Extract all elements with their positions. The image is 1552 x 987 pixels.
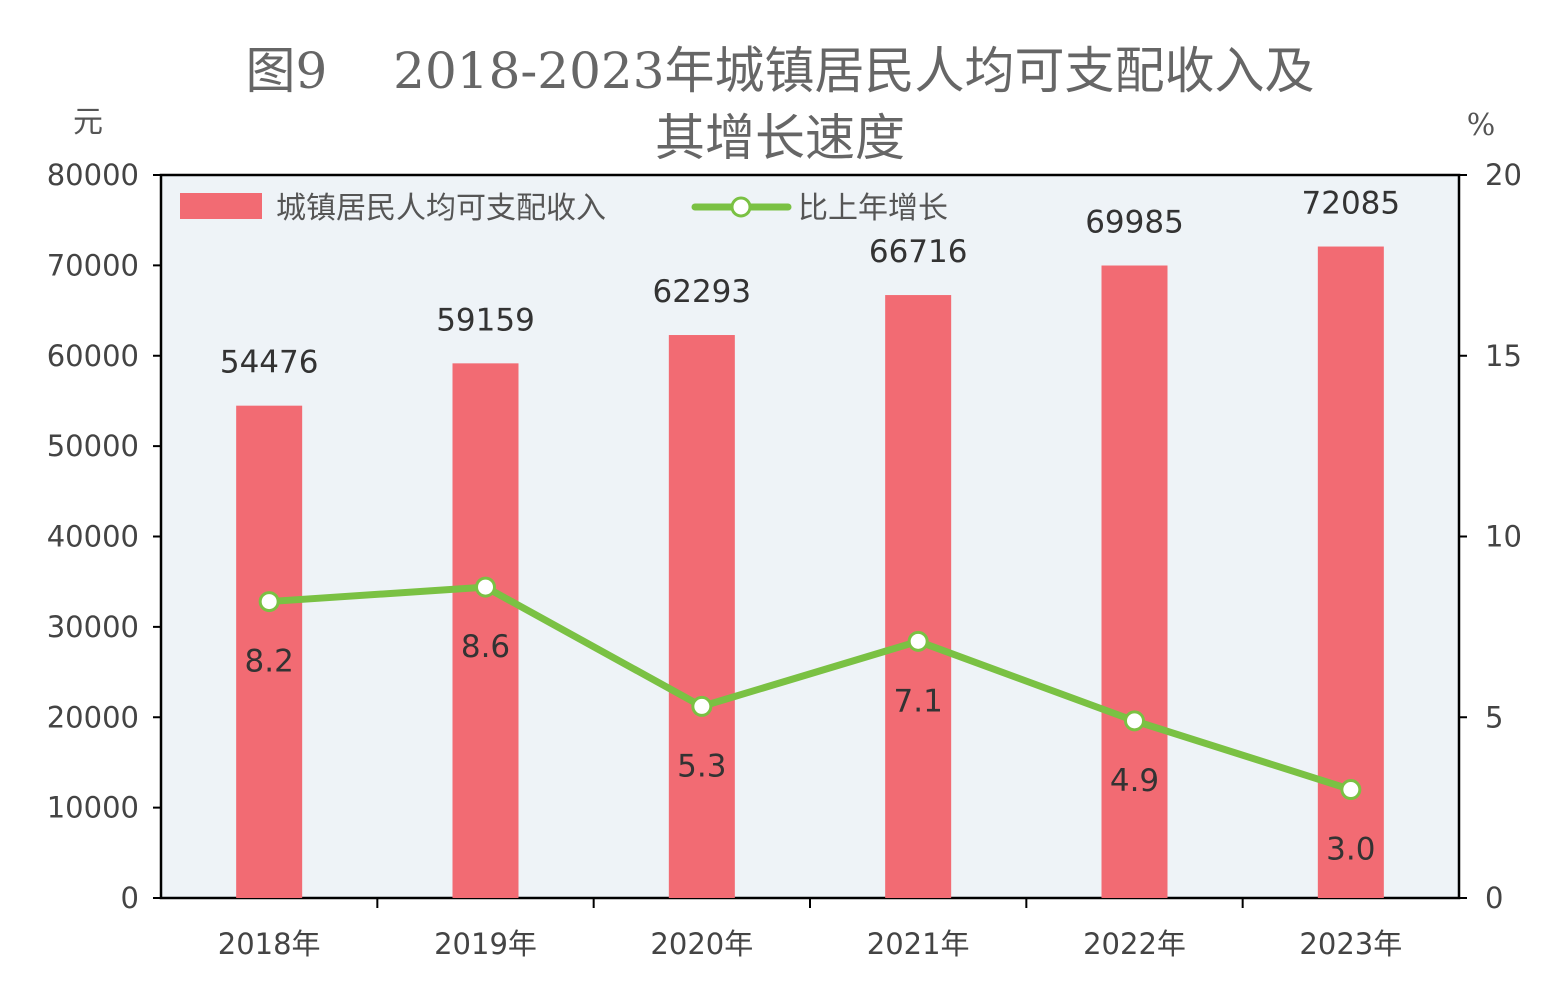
left-tick-label: 80000 <box>47 158 139 192</box>
bar <box>885 295 952 898</box>
bar <box>1101 265 1168 898</box>
line-label: 5.3 <box>677 748 726 784</box>
bar-label: 62293 <box>653 274 752 310</box>
legend-swatch-income <box>180 193 262 219</box>
left-tick-label: 20000 <box>47 700 139 734</box>
line-label: 7.1 <box>894 683 943 719</box>
line-label: 4.9 <box>1110 763 1159 799</box>
left-tick-label: 60000 <box>47 339 139 373</box>
line-point <box>691 695 713 717</box>
bar-label: 59159 <box>436 302 535 338</box>
line-point <box>258 591 280 613</box>
line-label: 8.6 <box>461 629 510 665</box>
line-point <box>1124 710 1145 732</box>
legend-label-income: 城镇居民人均可支配收入 <box>276 191 606 226</box>
plot-area <box>159 173 1461 900</box>
bar <box>236 405 303 898</box>
left-tick-label: 30000 <box>47 610 139 644</box>
x-tick-label: 2021年 <box>867 927 970 961</box>
left-tick-label: 10000 <box>47 791 139 825</box>
left-tick-label: 70000 <box>47 248 139 282</box>
chart-title: 图9 2018-2023年城镇居民人均可支配收入及 其增长速度 <box>245 42 1314 167</box>
x-tick-label: 2020年 <box>650 927 753 961</box>
x-tick-label: 2023年 <box>1299 927 1402 961</box>
x-tick-label: 2022年 <box>1083 927 1186 961</box>
bar <box>668 335 735 899</box>
right-tick-label: 10 <box>1485 520 1522 554</box>
line-point <box>1340 779 1362 801</box>
line-labels: 8.2 8.6 5.3 7.1 4.9 3.0 <box>245 629 1376 867</box>
bar <box>1317 246 1384 899</box>
bar-label: 54476 <box>220 345 319 381</box>
right-tick-label: 5 <box>1485 700 1503 734</box>
line-series <box>258 576 1362 801</box>
x-tick-label: 2019年 <box>434 927 537 961</box>
left-tick-label: 40000 <box>47 520 139 554</box>
right-tick-label: 0 <box>1485 881 1503 915</box>
right-tick-label: 20 <box>1485 158 1522 192</box>
line-point <box>475 576 496 598</box>
legend: 城镇居民人均可支配收入 比上年增长 <box>180 191 948 226</box>
line-label: 8.2 <box>245 644 294 680</box>
chart-title-line1: 图9 2018-2023年城镇居民人均可支配收入及 <box>245 42 1314 100</box>
bar <box>452 363 519 898</box>
left-tick-label: 50000 <box>47 429 139 463</box>
right-axis-unit: % <box>1467 108 1496 143</box>
x-tick-label: 2018年 <box>218 927 321 961</box>
axes: 0 10000 20000 30000 40000 50000 60000 70000 8000… <box>47 158 1522 961</box>
bar-series <box>236 246 1384 899</box>
growth-line <box>265 583 1355 794</box>
legend-label-growth: 比上年增长 <box>798 191 948 226</box>
right-tick-label: 15 <box>1485 339 1522 373</box>
bar-labels: 54476 59159 62293 66716 69985 72085 <box>220 186 1400 381</box>
bar-label: 72085 <box>1302 186 1401 222</box>
bar-label: 69985 <box>1085 205 1184 241</box>
left-axis-unit: 元 <box>73 105 103 140</box>
left-tick-label: 0 <box>121 881 139 915</box>
bar-label: 66716 <box>869 234 968 270</box>
legend-marker-growth <box>730 196 752 218</box>
chart-title-line2: 其增长速度 <box>655 109 905 167</box>
line-point <box>907 630 929 652</box>
line-label: 3.0 <box>1326 832 1375 868</box>
